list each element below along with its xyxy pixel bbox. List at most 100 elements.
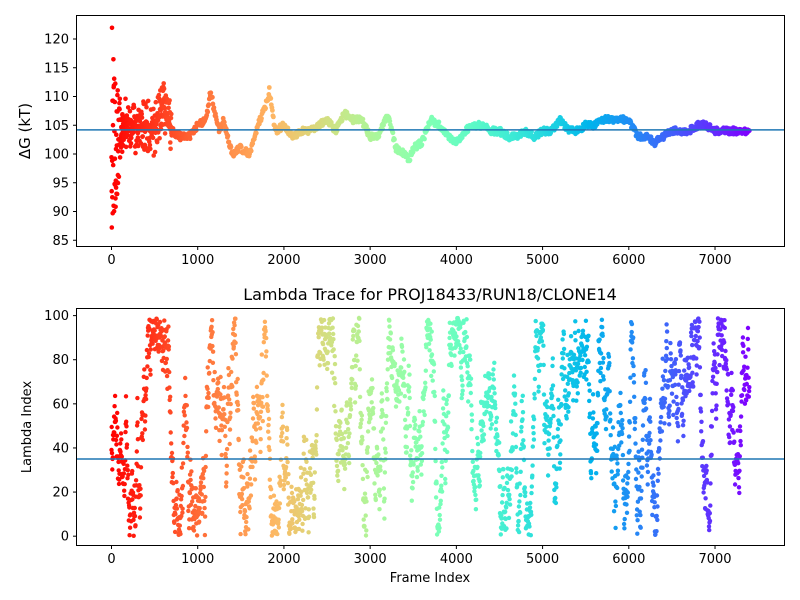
lambda-point — [210, 343, 215, 349]
y-tick-label: 20 — [52, 486, 69, 501]
lambda-point — [314, 452, 319, 457]
lambda-point — [332, 403, 337, 409]
lambda-point — [423, 368, 428, 373]
lambda-point — [183, 375, 188, 381]
lambda-point — [693, 333, 698, 339]
x-tick-label: 1000 — [181, 552, 214, 567]
lambda-point — [261, 340, 266, 345]
lambda-point — [630, 356, 636, 361]
lambda-point — [122, 488, 127, 493]
dg-point — [168, 140, 173, 145]
lambda-point — [352, 400, 358, 405]
lambda-point — [251, 394, 256, 400]
lambda-point — [289, 490, 295, 496]
lambda-point — [640, 423, 646, 428]
lambda-point — [284, 427, 290, 433]
lambda-point — [584, 369, 589, 374]
lambda-point — [251, 401, 257, 406]
lambda-point — [269, 533, 275, 538]
lambda-point — [593, 442, 599, 447]
lambda-point — [676, 406, 681, 412]
lambda-point — [620, 478, 626, 483]
lambda-point — [191, 524, 196, 530]
lambda-point — [249, 435, 255, 440]
lambda-point — [123, 394, 129, 399]
lambda-point — [330, 325, 335, 330]
lambda-point — [207, 370, 212, 376]
lambda-point — [146, 354, 151, 360]
lambda-point — [713, 391, 718, 396]
lambda-point — [255, 411, 260, 417]
lambda-point — [241, 475, 246, 480]
lambda-point — [360, 463, 365, 468]
dg-point — [166, 105, 171, 111]
lambda-point — [362, 523, 367, 529]
dg-point — [139, 115, 145, 120]
lambda-point — [266, 422, 271, 428]
lambda-point — [495, 434, 500, 439]
lambda-point — [574, 384, 579, 389]
lambda-point — [174, 506, 180, 511]
lambda-point — [499, 500, 505, 505]
lambda-point — [410, 479, 416, 485]
lambda-point — [221, 384, 227, 390]
lambda-point — [531, 417, 537, 422]
lambda-point — [228, 401, 233, 407]
lambda-point — [278, 478, 283, 483]
lambda-point — [491, 386, 497, 391]
lambda-point — [156, 349, 161, 354]
lambda-point — [251, 406, 256, 411]
lambda-point — [117, 477, 122, 482]
lambda-point — [130, 468, 135, 474]
lambda-point — [690, 370, 695, 375]
lambda-point — [335, 473, 340, 478]
lambda-point — [142, 367, 147, 372]
lambda-point — [745, 336, 750, 342]
lambda-point — [618, 403, 623, 408]
dg-point — [208, 90, 214, 96]
lambda-point — [397, 399, 402, 404]
lambda-point — [514, 470, 519, 475]
dg-point — [117, 107, 122, 112]
lambda-point — [635, 518, 640, 523]
lambda-point — [280, 402, 285, 408]
lambda-point — [215, 386, 220, 392]
lambda-point — [299, 508, 305, 514]
lambda-point — [507, 497, 512, 502]
lambda-point — [694, 372, 699, 377]
lambda-point — [722, 340, 727, 345]
lambda-point — [663, 368, 668, 374]
lambda-point — [741, 343, 746, 348]
lambda-point — [713, 365, 718, 371]
lambda-point — [202, 514, 208, 519]
lambda-point — [481, 423, 486, 429]
lambda-point — [460, 392, 465, 397]
lambda-point — [473, 507, 479, 512]
lambda-point — [714, 381, 719, 386]
lambda-point — [703, 496, 708, 501]
lambda-point — [440, 441, 445, 446]
lambda-point — [263, 329, 268, 334]
lambda-point — [174, 496, 179, 501]
lambda-point — [621, 521, 627, 527]
lambda-point — [317, 363, 322, 368]
lambda-point — [412, 426, 417, 431]
lambda-point — [535, 346, 540, 351]
lambda-point — [206, 395, 211, 400]
lambda-point — [709, 424, 714, 429]
lambda-point — [673, 357, 679, 362]
lambda-point — [261, 370, 266, 376]
lambda-point — [343, 430, 348, 435]
lambda-point — [631, 335, 636, 340]
lambda-point — [616, 446, 621, 452]
lambda-point — [477, 483, 482, 488]
lambda-point — [305, 495, 311, 500]
lambda-point — [166, 324, 171, 329]
lambda-point — [744, 381, 749, 387]
lambda-point — [180, 506, 185, 511]
lambda-point — [245, 481, 250, 486]
lambda-point — [469, 427, 474, 432]
lambda-point — [327, 331, 332, 336]
lambda-point — [553, 500, 559, 506]
lambda-point — [520, 410, 526, 415]
